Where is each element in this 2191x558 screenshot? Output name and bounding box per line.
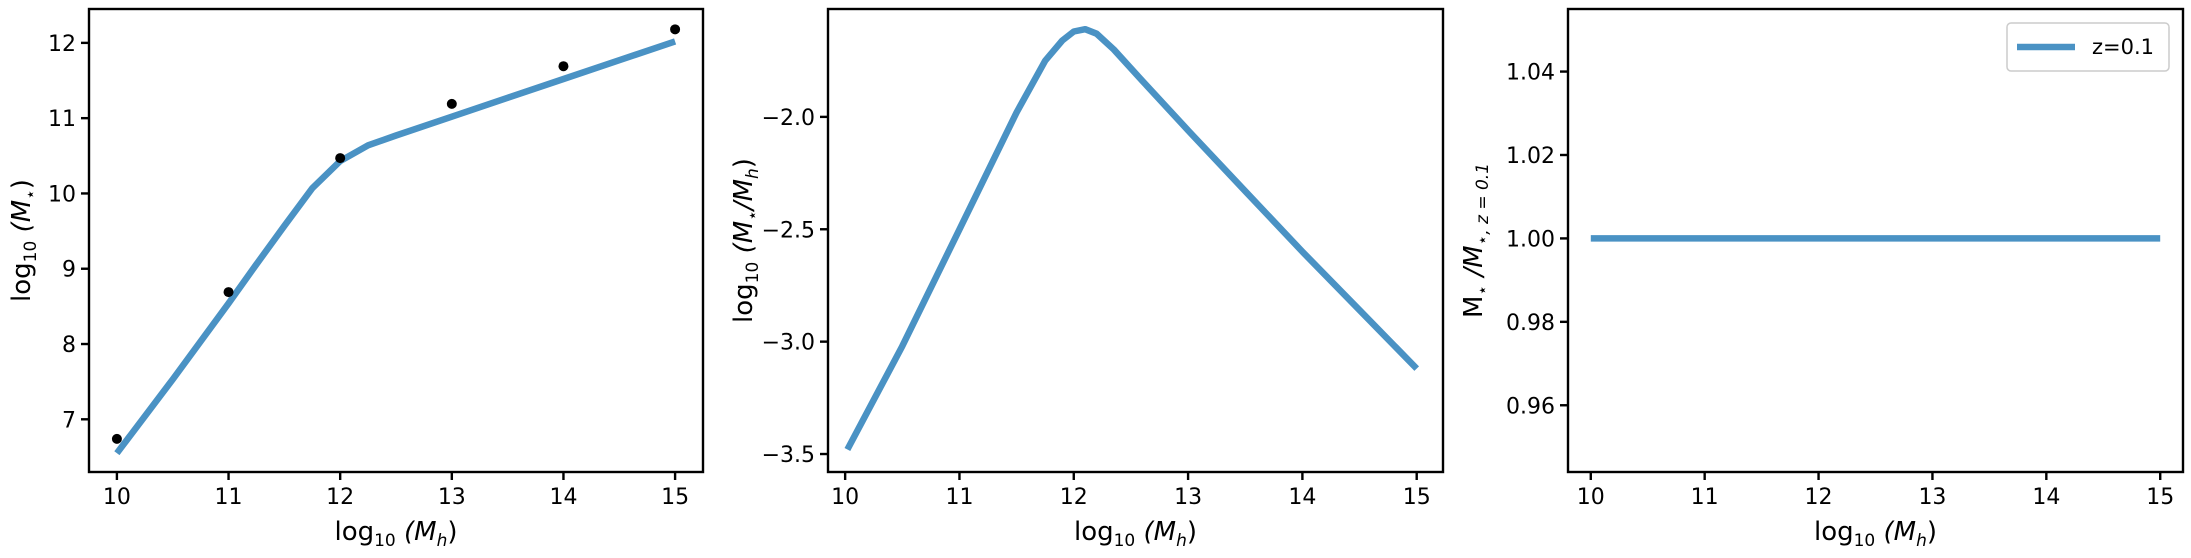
- y-tick-label: 1.02: [1506, 144, 1555, 169]
- y-tick-label: 10: [48, 182, 76, 207]
- data-point: [223, 287, 234, 298]
- label-variable: (M: [7, 200, 37, 241]
- label-subscript: ⋆: [1473, 285, 1493, 296]
- y-tick-label: −2.5: [762, 218, 815, 243]
- y-axis-label: log10 (M⋆/Mh): [729, 158, 763, 323]
- label-close-paren: ): [1927, 517, 1937, 547]
- x-tick-label: 10: [831, 485, 859, 510]
- label-variable: (M: [1875, 517, 1916, 547]
- x-tick-label: 11: [215, 485, 243, 510]
- y-tick-label: 0.96: [1506, 394, 1555, 419]
- y-tick-label: 1.00: [1506, 227, 1555, 252]
- legend-label: z=0.1: [2092, 35, 2154, 59]
- x-axis-label: log10 (Mh): [334, 517, 457, 551]
- label-variable-2-subscript: h: [743, 168, 763, 179]
- x-tick-label: 14: [2032, 485, 2060, 510]
- label-close-paren: ): [447, 517, 457, 547]
- label-subscript: 10: [374, 531, 396, 551]
- label-variable-subscript: ⋆: [21, 189, 41, 200]
- x-tick-label: 12: [326, 485, 354, 510]
- label-variable-subscript: ⋆: [743, 210, 763, 221]
- label-subscript: 10: [21, 241, 41, 263]
- label-close-paren: ): [1187, 517, 1197, 547]
- label-base: log: [7, 262, 37, 302]
- x-tick-label: 12: [1060, 485, 1088, 510]
- label-variable: /M: [1459, 245, 1489, 284]
- y-tick-label: 8: [62, 333, 76, 358]
- x-tick-label: 13: [1174, 485, 1202, 510]
- legend: z=0.1: [2006, 22, 2170, 72]
- x-tick-label: 11: [945, 485, 973, 510]
- label-close-paren: ): [7, 179, 37, 189]
- x-tick-label: 14: [1288, 485, 1316, 510]
- y-tick-label: 9: [62, 258, 76, 283]
- label-base: log: [1074, 517, 1114, 547]
- data-point: [446, 98, 457, 109]
- y-tick-label: 0.98: [1506, 311, 1555, 336]
- label-subscript: 10: [1114, 531, 1136, 551]
- x-tick-label: 12: [1805, 485, 1833, 510]
- x-tick-label: 14: [549, 485, 577, 510]
- y-tick-label: 11: [48, 107, 76, 132]
- label-variable: (M: [729, 221, 759, 262]
- label-variable-2: /M: [729, 179, 759, 212]
- label-variable-subscript: h: [1916, 531, 1927, 551]
- axes-frame: [87, 7, 705, 474]
- legend-box: [2006, 22, 2170, 72]
- y-tick-label: 7: [62, 408, 76, 433]
- series-line: [114, 38, 677, 456]
- label-variable-subscript: ⋆, z = 0.1: [1473, 163, 1493, 245]
- y-tick-label: −3.0: [762, 331, 815, 356]
- axes-frame: [826, 7, 1445, 474]
- series-line: [844, 25, 1420, 452]
- y-tick-label: −2.0: [762, 106, 815, 131]
- y-tick-label: −3.5: [762, 443, 815, 468]
- y-tick-label: 12: [48, 32, 76, 57]
- data-point: [670, 24, 681, 35]
- axes-frame: [1566, 7, 2185, 474]
- label-variable: (M: [1135, 517, 1176, 547]
- label-base: log: [729, 283, 759, 323]
- label-variable-subscript: h: [437, 531, 448, 551]
- x-tick-label: 15: [2146, 485, 2174, 510]
- data-point: [111, 433, 122, 444]
- label-variable: (M: [396, 517, 437, 547]
- label-base: log: [334, 517, 374, 547]
- x-axis-label: log10 (Mh): [1074, 517, 1197, 551]
- x-tick-label: 10: [1577, 485, 1605, 510]
- x-tick-label: 15: [661, 485, 689, 510]
- x-tick-label: 13: [438, 485, 466, 510]
- x-tick-label: 11: [1691, 485, 1719, 510]
- x-axis-label: log10 (Mh): [1814, 517, 1937, 551]
- x-tick-label: 10: [103, 485, 131, 510]
- label-close-paren: ): [729, 158, 759, 168]
- data-point: [335, 153, 346, 164]
- data-point: [558, 61, 569, 72]
- label-base: M: [1459, 296, 1489, 318]
- label-subscript: 10: [743, 262, 763, 284]
- y-tick-label: 1.04: [1506, 61, 1555, 86]
- y-axis-label: M⋆ /M⋆, z = 0.1: [1459, 163, 1493, 318]
- y-axis-label: log10 (M⋆): [7, 179, 41, 302]
- label-subscript: 10: [1854, 531, 1876, 551]
- label-base: log: [1814, 517, 1854, 547]
- x-tick-label: 15: [1403, 485, 1431, 510]
- label-variable-subscript: h: [1176, 531, 1187, 551]
- x-tick-label: 13: [1918, 485, 1946, 510]
